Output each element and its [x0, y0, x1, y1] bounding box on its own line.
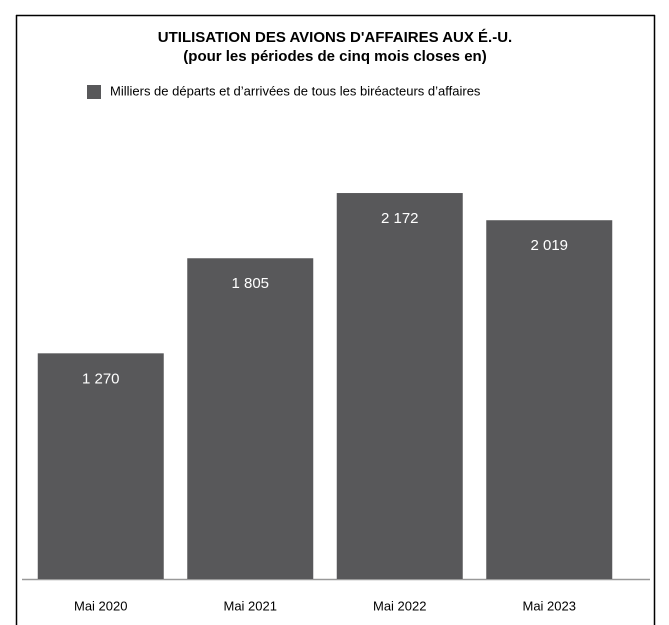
chart-title: UTILISATION DES AVIONS D'AFFAIRES AUX É.…: [158, 29, 512, 46]
bar: [336, 193, 463, 580]
x-tick-label: Mai 2022: [373, 598, 426, 613]
x-tick-label: Mai 2021: [224, 598, 277, 613]
value-label: 1 270: [82, 370, 120, 387]
bar: [187, 258, 314, 579]
x-tick-label: Mai 2020: [74, 598, 127, 613]
legend-label: Milliers de départs et d’arrivées de tou…: [110, 83, 481, 98]
value-label: 2 019: [530, 237, 568, 254]
bar: [37, 353, 164, 579]
value-label: 1 805: [231, 275, 269, 292]
x-tick-label: Mai 2023: [523, 598, 576, 613]
bar: [486, 220, 613, 579]
value-label: 2 172: [381, 210, 419, 227]
chart-subtitle: (pour les périodes de cinq mois closes e…: [183, 48, 486, 65]
legend-swatch: [87, 85, 101, 99]
